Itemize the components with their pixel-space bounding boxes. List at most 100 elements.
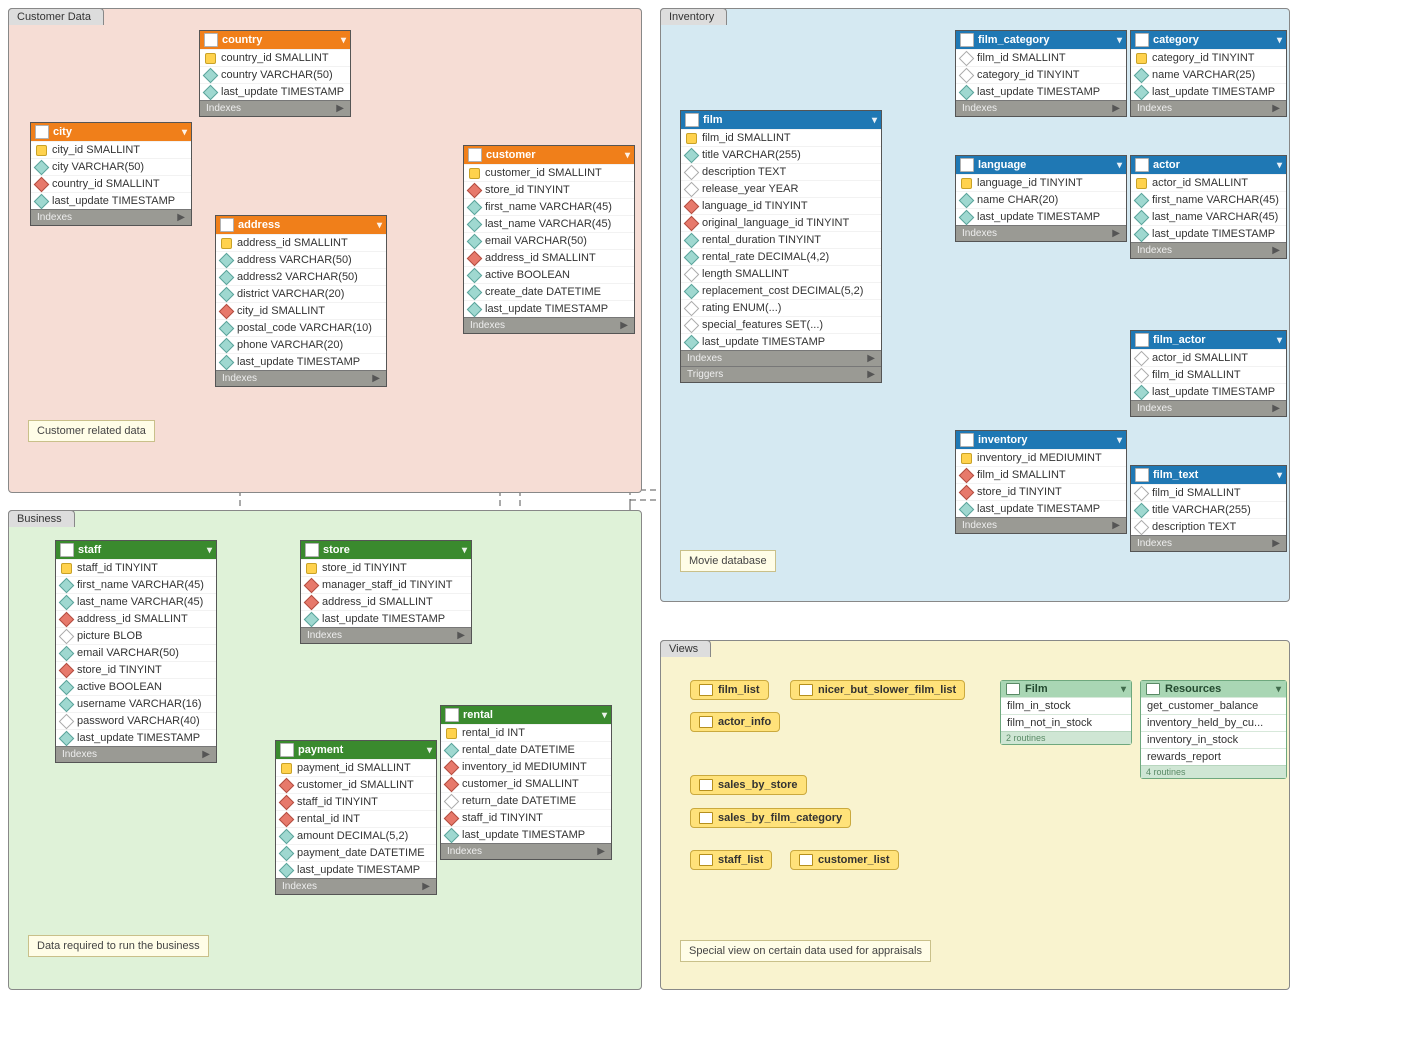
expand-icon[interactable]: ▶: [1112, 520, 1120, 531]
table-language[interactable]: language▾language_id TINYINTname CHAR(20…: [955, 155, 1127, 242]
routine-group-header[interactable]: Resources▾: [1141, 681, 1286, 697]
table-actor[interactable]: actor▾actor_id SMALLINTfirst_name VARCHA…: [1130, 155, 1287, 259]
collapse-icon[interactable]: ▾: [377, 220, 382, 231]
collapse-icon[interactable]: ▾: [872, 115, 877, 126]
table-header-inventory[interactable]: inventory▾: [956, 431, 1126, 449]
expand-icon[interactable]: ▶: [1272, 403, 1280, 414]
column[interactable]: address_id SMALLINT: [301, 593, 471, 610]
table-footer-indexes[interactable]: Indexes▶: [31, 209, 191, 225]
table-footer-indexes[interactable]: Indexes▶: [441, 843, 611, 859]
table-header-payment[interactable]: payment▾: [276, 741, 436, 759]
column[interactable]: password VARCHAR(40): [56, 712, 216, 729]
column[interactable]: title VARCHAR(255): [1131, 501, 1286, 518]
table-payment[interactable]: payment▾payment_id SMALLINTcustomer_id S…: [275, 740, 437, 895]
expand-icon[interactable]: ▶: [867, 353, 875, 364]
table-film_category[interactable]: film_category▾film_id SMALLINTcategory_i…: [955, 30, 1127, 117]
expand-icon[interactable]: ▶: [372, 373, 380, 384]
table-header-city[interactable]: city▾: [31, 123, 191, 141]
expand-icon[interactable]: ▶: [336, 103, 344, 114]
column[interactable]: store_id TINYINT: [956, 483, 1126, 500]
column[interactable]: language_id TINYINT: [956, 174, 1126, 191]
table-footer-indexes[interactable]: Indexes▶: [1131, 535, 1286, 551]
column[interactable]: staff_id TINYINT: [441, 809, 611, 826]
routine-item[interactable]: rewards_report: [1141, 748, 1286, 765]
expand-icon[interactable]: ▶: [1272, 245, 1280, 256]
column[interactable]: last_update TIMESTAMP: [1131, 383, 1286, 400]
table-footer-indexes[interactable]: Indexes▶: [56, 746, 216, 762]
column[interactable]: country_id SMALLINT: [31, 175, 191, 192]
column[interactable]: special_features SET(...): [681, 316, 881, 333]
expand-icon[interactable]: ▶: [867, 369, 875, 380]
column[interactable]: country_id SMALLINT: [200, 49, 350, 66]
table-header-film_actor[interactable]: film_actor▾: [1131, 331, 1286, 349]
table-footer-indexes[interactable]: Indexes▶: [216, 370, 386, 386]
column[interactable]: country VARCHAR(50): [200, 66, 350, 83]
routine-item[interactable]: get_customer_balance: [1141, 697, 1286, 714]
column[interactable]: store_id TINYINT: [464, 181, 634, 198]
collapse-icon[interactable]: ▾: [625, 150, 630, 161]
column[interactable]: description TEXT: [1131, 518, 1286, 535]
column[interactable]: film_id SMALLINT: [956, 49, 1126, 66]
view-customer_list[interactable]: customer_list: [790, 850, 899, 870]
column[interactable]: inventory_id MEDIUMINT: [956, 449, 1126, 466]
table-store[interactable]: store▾store_id TINYINTmanager_staff_id T…: [300, 540, 472, 644]
routine-group-resources[interactable]: Resources▾get_customer_balanceinventory_…: [1140, 680, 1287, 779]
table-city[interactable]: city▾city_id SMALLINTcity VARCHAR(50)cou…: [30, 122, 192, 226]
table-footer-indexes[interactable]: Indexes▶: [301, 627, 471, 643]
column[interactable]: rating ENUM(...): [681, 299, 881, 316]
table-rental[interactable]: rental▾rental_id INTrental_date DATETIME…: [440, 705, 612, 860]
column[interactable]: film_id SMALLINT: [956, 466, 1126, 483]
column[interactable]: district VARCHAR(20): [216, 285, 386, 302]
view-nicer_but_slower_film_list[interactable]: nicer_but_slower_film_list: [790, 680, 965, 700]
column[interactable]: language_id TINYINT: [681, 197, 881, 214]
column[interactable]: rental_id INT: [441, 724, 611, 741]
column[interactable]: last_update TIMESTAMP: [956, 83, 1126, 100]
column[interactable]: rental_id INT: [276, 810, 436, 827]
column[interactable]: address_id SMALLINT: [56, 610, 216, 627]
collapse-icon[interactable]: ▾: [182, 127, 187, 138]
routine-item[interactable]: film_not_in_stock: [1001, 714, 1131, 731]
table-footer-indexes[interactable]: Indexes▶: [1131, 242, 1286, 258]
expand-icon[interactable]: ▶: [177, 212, 185, 223]
collapse-icon[interactable]: ▾: [341, 35, 346, 46]
expand-icon[interactable]: ▶: [620, 320, 628, 331]
column[interactable]: payment_id SMALLINT: [276, 759, 436, 776]
column[interactable]: last_update TIMESTAMP: [956, 500, 1126, 517]
table-header-country[interactable]: country▾: [200, 31, 350, 49]
column[interactable]: payment_date DATETIME: [276, 844, 436, 861]
column[interactable]: film_id SMALLINT: [1131, 366, 1286, 383]
column[interactable]: address2 VARCHAR(50): [216, 268, 386, 285]
column[interactable]: picture BLOB: [56, 627, 216, 644]
column[interactable]: create_date DATETIME: [464, 283, 634, 300]
collapse-icon[interactable]: ▾: [1277, 470, 1282, 481]
column[interactable]: rental_date DATETIME: [441, 741, 611, 758]
column[interactable]: return_date DATETIME: [441, 792, 611, 809]
collapse-icon[interactable]: ▾: [602, 710, 607, 721]
table-footer-indexes[interactable]: Indexes▶: [276, 878, 436, 894]
column[interactable]: last_update TIMESTAMP: [681, 333, 881, 350]
expand-icon[interactable]: ▶: [422, 881, 430, 892]
column[interactable]: last_update TIMESTAMP: [56, 729, 216, 746]
expand-icon[interactable]: ▶: [1112, 228, 1120, 239]
column[interactable]: length SMALLINT: [681, 265, 881, 282]
table-footer-indexes[interactable]: Indexes▶: [956, 100, 1126, 116]
routine-group-film[interactable]: Film▾film_in_stockfilm_not_in_stock2 rou…: [1000, 680, 1132, 745]
table-header-category[interactable]: category▾: [1131, 31, 1286, 49]
column[interactable]: last_update TIMESTAMP: [31, 192, 191, 209]
collapse-icon[interactable]: ▾: [1277, 35, 1282, 46]
column[interactable]: name CHAR(20): [956, 191, 1126, 208]
column[interactable]: store_id TINYINT: [301, 559, 471, 576]
table-film_text[interactable]: film_text▾film_id SMALLINTtitle VARCHAR(…: [1130, 465, 1287, 552]
column[interactable]: actor_id SMALLINT: [1131, 174, 1286, 191]
collapse-icon[interactable]: ▾: [427, 745, 432, 756]
table-inventory[interactable]: inventory▾inventory_id MEDIUMINTfilm_id …: [955, 430, 1127, 534]
table-footer-indexes[interactable]: Indexes▶: [1131, 400, 1286, 416]
column[interactable]: staff_id TINYINT: [56, 559, 216, 576]
column[interactable]: city VARCHAR(50): [31, 158, 191, 175]
expand-icon[interactable]: ▶: [1112, 103, 1120, 114]
table-header-store[interactable]: store▾: [301, 541, 471, 559]
column[interactable]: last_name VARCHAR(45): [464, 215, 634, 232]
column[interactable]: first_name VARCHAR(45): [1131, 191, 1286, 208]
column[interactable]: title VARCHAR(255): [681, 146, 881, 163]
table-header-address[interactable]: address▾: [216, 216, 386, 234]
